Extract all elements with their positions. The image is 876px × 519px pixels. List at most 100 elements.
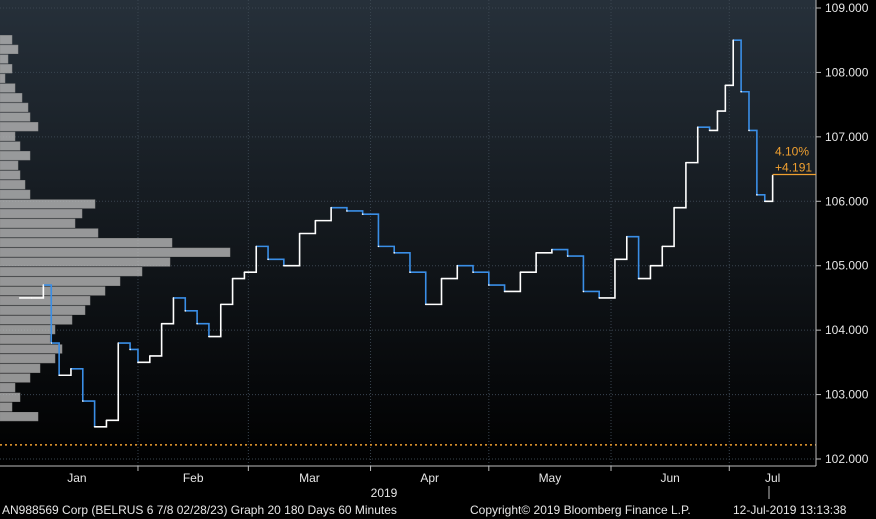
price-point: [81, 400, 84, 402]
volume-profile-bar: [0, 151, 31, 161]
x-tick-label: Jun: [660, 471, 679, 485]
price-segment: [733, 39, 742, 92]
price-point: [93, 425, 96, 428]
volume-profile-bar: [0, 170, 21, 180]
volume-profile-bar: [0, 247, 231, 257]
price-point: [267, 258, 269, 261]
volume-profile-bar: [0, 209, 83, 219]
price-point: [231, 277, 234, 280]
price-segment: [161, 297, 175, 325]
price-point: [196, 322, 198, 325]
timestamp: 12-Jul-2019 13:13:38: [733, 503, 847, 517]
volume-profile-bar: [0, 402, 13, 412]
price-segment: [208, 304, 222, 338]
volume-profile-bar: [0, 73, 6, 83]
price-point: [137, 361, 139, 364]
price-segment: [232, 272, 246, 280]
price-point: [661, 245, 664, 248]
plot-background: [0, 0, 816, 466]
price-segment: [106, 343, 120, 422]
volume-profile-bar: [0, 412, 39, 422]
price-point: [519, 271, 522, 273]
price-point: [148, 355, 151, 357]
price-point: [503, 290, 506, 293]
x-tick-label: Mar: [299, 471, 320, 485]
volume-profile-bar: [0, 276, 121, 286]
price-segment: [650, 246, 664, 267]
price-point: [409, 271, 411, 273]
price-point: [361, 213, 364, 215]
y-tick-label: 106.000: [825, 194, 869, 208]
volume-profile-bar: [0, 54, 9, 64]
price-point: [625, 235, 628, 238]
price-segment: [173, 297, 187, 311]
volume-profile-bar: [0, 64, 13, 74]
price-segment: [441, 265, 459, 280]
y-axis: 102.000 103.000 104.000 105.000 106.000 107.0…: [815, 0, 869, 466]
x-tick-label: Feb: [183, 471, 204, 485]
copyright-text: Copyright© 2019 Bloomberg Finance L.P.: [470, 503, 691, 517]
volume-profile-bar: [0, 392, 21, 402]
price-segment: [764, 175, 774, 203]
price-segment: [94, 420, 108, 428]
x-tick-label: May: [539, 471, 562, 485]
volume-profile-bar: [0, 286, 106, 296]
price-segment: [626, 235, 640, 279]
volume-profile-bar: [0, 35, 13, 45]
y-tick-label: 104.000: [825, 323, 869, 337]
last-value-annotation: 4.10% +4.191: [772, 145, 816, 176]
y-tick-label: 109.000: [825, 1, 869, 15]
price-segment: [520, 252, 537, 273]
price-segment: [425, 278, 443, 306]
price-segment: [362, 213, 380, 247]
volume-profile-bar: [0, 112, 31, 122]
price-point: [346, 210, 348, 212]
price-segment: [697, 126, 711, 131]
volume-profile-bar: [0, 131, 16, 141]
volume-profile-bar: [0, 363, 41, 373]
y-tick-label: 108.000: [825, 65, 869, 79]
x-tick-label: Apr: [420, 471, 439, 485]
price-point: [673, 206, 675, 209]
volume-profile-bar: [0, 189, 31, 199]
price-point: [18, 297, 21, 299]
price-segment: [504, 272, 522, 293]
security-description: AN988569 Corp (BELRUS 6 7/8 02/28/23) Gr…: [2, 503, 397, 517]
price-segment: [244, 246, 258, 273]
price-point: [160, 322, 163, 325]
price-segment: [315, 207, 332, 222]
volume-profile-bar: [0, 228, 99, 238]
price-point: [716, 110, 719, 112]
price-segment: [331, 206, 348, 211]
price-point: [377, 245, 380, 248]
price-point: [685, 161, 687, 164]
price-segment: [409, 271, 427, 305]
price-point: [614, 258, 616, 261]
volume-profile-bar: [0, 93, 23, 103]
price-segment: [130, 348, 139, 363]
price-point: [732, 39, 735, 42]
x-tick-label: Jul: [765, 471, 780, 485]
price-point: [393, 252, 396, 254]
y-tick-label: 105.000: [825, 259, 869, 273]
volume-profile-bar: [0, 83, 16, 93]
volume-profile-bar: [0, 344, 63, 354]
price-segment: [685, 127, 699, 164]
price-point: [172, 297, 175, 299]
price-point: [314, 219, 317, 222]
price-point: [129, 348, 131, 351]
volume-profile-bar: [0, 44, 19, 54]
price-segment: [662, 207, 675, 248]
price-point: [637, 277, 640, 280]
price-point: [117, 342, 120, 344]
price-segment: [638, 265, 652, 280]
volume-profile-bar: [0, 296, 91, 306]
price-point: [70, 368, 72, 370]
price-point: [243, 271, 246, 273]
price-segment: [346, 210, 364, 215]
price-point: [696, 126, 699, 128]
price-segment: [59, 368, 72, 377]
price-point: [456, 264, 459, 267]
price-point: [740, 90, 742, 93]
price-point: [535, 252, 537, 254]
